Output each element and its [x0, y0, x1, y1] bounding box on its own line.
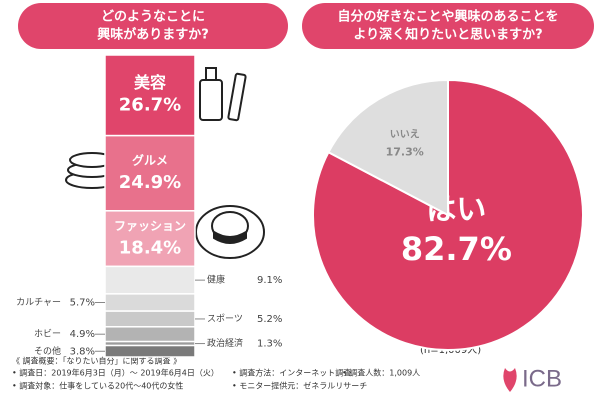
category-label: カルチャー — [16, 297, 61, 308]
category-label: グルメ — [132, 153, 168, 168]
right-header — [302, 3, 594, 49]
value-label: 5.7% — [70, 297, 95, 308]
logo: ICB — [522, 365, 562, 392]
value-label: 1.3% — [257, 339, 282, 350]
left-header — [18, 3, 288, 49]
bar-segment — [104, 326, 196, 343]
value-label: 4.9% — [70, 329, 95, 340]
category-label: ホビー — [34, 329, 61, 340]
category-label: 健康 — [207, 274, 225, 286]
value-label: 9.1% — [257, 275, 282, 286]
bar-segment — [104, 54, 196, 137]
footer-heading: 《 調査概要：「なりたい自分」に関する調査 》 — [12, 356, 181, 366]
value-label: 18.4% — [119, 238, 181, 259]
logo-mark — [503, 368, 517, 392]
value-label: 82.7% — [401, 230, 512, 268]
category-label: 政治経済 — [207, 337, 243, 349]
left-title: 興味がありますか? — [97, 27, 209, 43]
category-label: スポーツ — [207, 313, 243, 324]
value-label: 5.2% — [257, 314, 282, 325]
footer-item: • 調査対象：仕事をしている20代～40代の女性 — [12, 381, 183, 391]
category-label: その他 — [34, 345, 61, 357]
value-label: 17.3% — [386, 145, 424, 158]
bar-segment — [104, 344, 196, 358]
right-title: 自分の好きなことや興味のあることを — [337, 9, 558, 25]
left-title: どのようなことに — [101, 10, 205, 25]
footer-item: • 調査日：2019年6月3日（月）～ 2019年6月4日（火） — [12, 368, 219, 378]
value-label: 26.7% — [119, 94, 181, 115]
bar-segment — [104, 134, 196, 212]
bar-segment — [104, 310, 196, 328]
right-title: より深く知りたいと思いますか? — [353, 27, 542, 43]
bar-segment — [104, 293, 196, 312]
cosmetics-icon — [199, 67, 247, 122]
bar-segment — [104, 265, 196, 295]
value-label: 3.8% — [70, 346, 95, 357]
footer-item: • モニター提供元：ゼネラルリサーチ — [232, 381, 367, 391]
pie-slice — [327, 78, 449, 217]
footer-item: • 調査人数：1,009人 — [342, 368, 420, 378]
footer-item: • 調査方法：インターネット調査 — [232, 368, 351, 378]
hat-icon — [195, 205, 265, 259]
category-label: いいえ — [390, 128, 420, 140]
value-label: 24.9% — [119, 172, 181, 193]
category-label: 美容 — [134, 73, 166, 92]
category-label: ファッション — [114, 219, 186, 233]
